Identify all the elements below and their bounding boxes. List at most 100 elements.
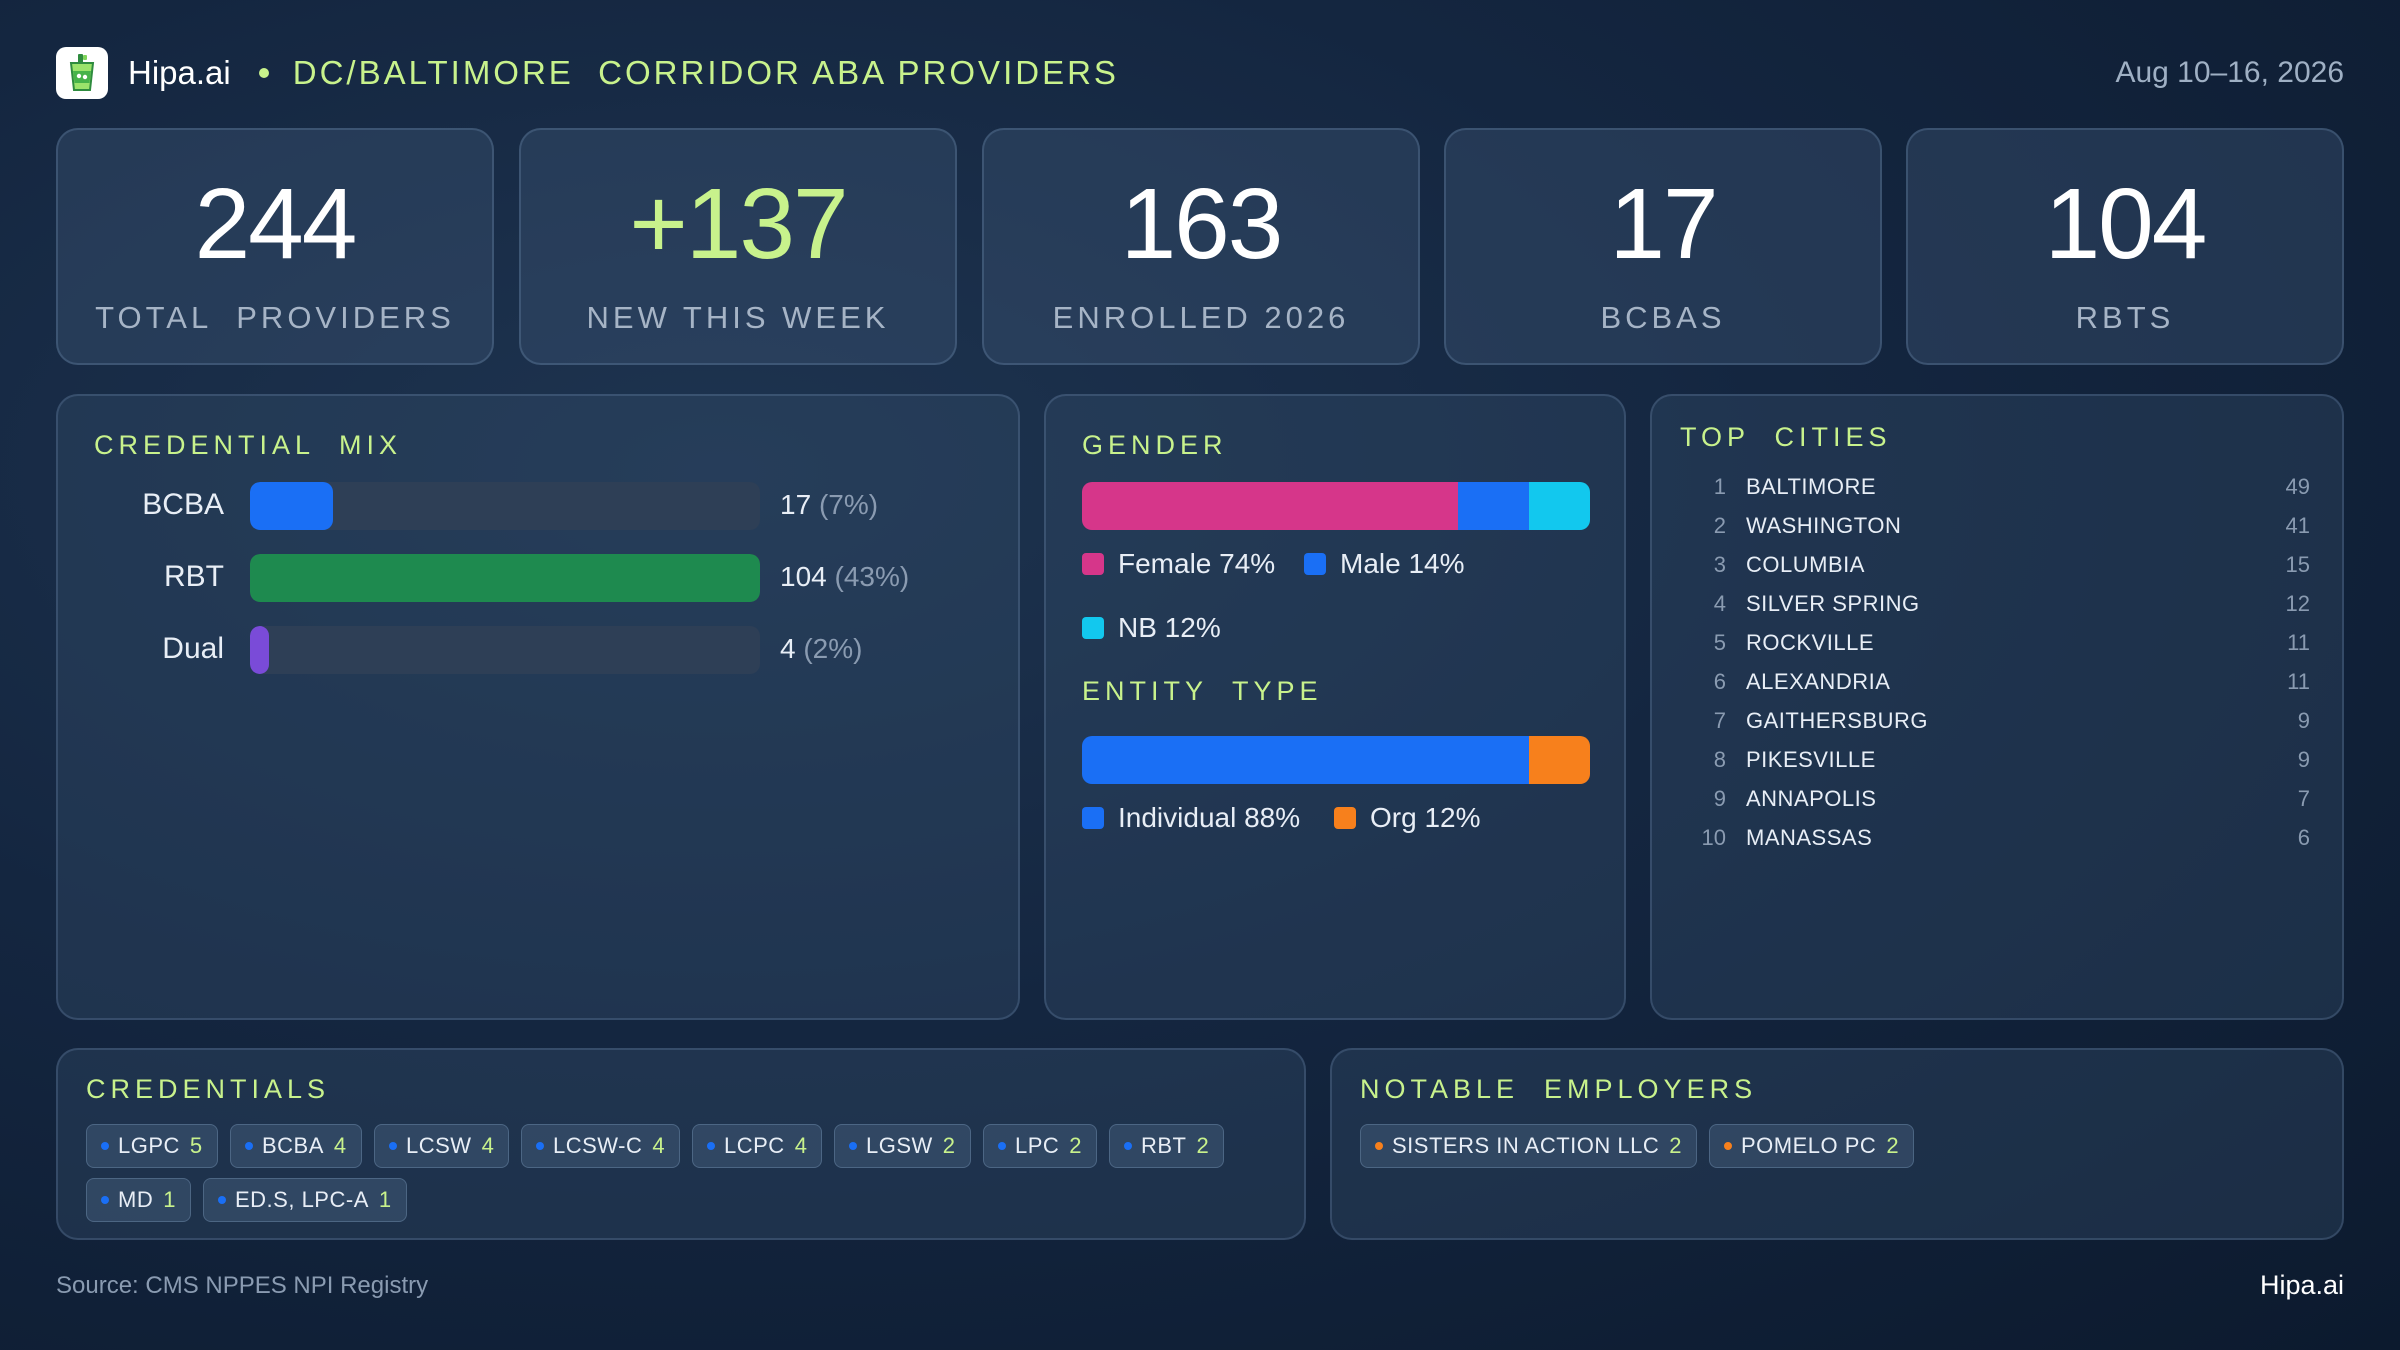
legend-item: Individual 88% (1082, 802, 1300, 834)
stat-label: NEW THIS WEEK (586, 300, 890, 335)
legend-swatch (1334, 807, 1356, 829)
panel-title: CREDENTIAL MIX (94, 430, 403, 460)
city-name: WASHINGTON (1746, 513, 1902, 538)
chip-sisters-in-action-llc[interactable]: SISTERS IN ACTION LLC 2 (1360, 1124, 1697, 1168)
legend-item: Female 74% (1082, 548, 1275, 580)
stat-card-enrolled-2026: 163 ENROLLED 2026 (982, 128, 1420, 365)
bullet-dot (536, 1142, 544, 1150)
city-count: 9 (2297, 747, 2310, 772)
bar-track (250, 554, 760, 602)
city-rank: 3 (1713, 552, 1726, 577)
bar-fill-dual (250, 626, 270, 674)
chip-count: 4 (794, 1133, 808, 1158)
bullet-dot (101, 1142, 109, 1150)
city-name: ROCKVILLE (1746, 630, 1874, 655)
bullet-dot (101, 1196, 109, 1204)
city-rank: 8 (1713, 747, 1726, 772)
cup-icon (69, 54, 95, 91)
chip-rbt[interactable]: RBT 2 (1109, 1124, 1225, 1168)
list-item: 2 WASHINGTON 41 (1680, 513, 2310, 545)
chip-lcpc[interactable]: LCPC 4 (692, 1124, 823, 1168)
panel-title-entity-type: ENTITY TYPE (1082, 676, 1323, 706)
city-count: 11 (2287, 669, 2310, 694)
gender-segment-2 (1529, 482, 1590, 530)
bar-track (250, 482, 760, 530)
bar-fill-rbt (250, 554, 760, 602)
bar-label: RBT (164, 560, 224, 593)
stat-label: RBTS (2075, 300, 2175, 335)
chip-lcsw[interactable]: LCSW 4 (374, 1124, 510, 1168)
legend-label: Male 14% (1340, 548, 1465, 579)
chip-label: LPC (1015, 1133, 1060, 1158)
bar-value: 17 (7%) (780, 489, 878, 521)
brand-logo[interactable] (56, 47, 108, 99)
legend-swatch (1082, 617, 1104, 639)
legend-label: Individual 88% (1118, 802, 1301, 833)
chip-label: LCSW-C (553, 1133, 643, 1158)
city-rank: 2 (1713, 513, 1726, 538)
chip-pomelo-pc[interactable]: POMELO PC 2 (1709, 1124, 1915, 1168)
bar-percent: (2%) (803, 633, 863, 664)
city-rank: 4 (1713, 591, 1726, 616)
chip-count: 4 (481, 1133, 495, 1158)
chip-label: LCSW (406, 1133, 472, 1158)
chip-count: 5 (189, 1133, 203, 1158)
chip-count: 4 (333, 1133, 347, 1158)
city-count: 6 (2297, 825, 2310, 850)
entity-type-stacked-bar (1082, 736, 1590, 784)
city-name: SILVER SPRING (1746, 591, 1920, 616)
chip-label: ED.S, LPC-A (235, 1187, 369, 1212)
city-name: BALTIMORE (1746, 474, 1877, 499)
stat-value: 163 (1120, 168, 1284, 280)
list-item: 5 ROCKVILLE 11 (1680, 630, 2310, 662)
entity_type-segment-1 (1529, 736, 1590, 784)
bar-percent: (43%) (834, 561, 910, 592)
chip-count: 2 (1069, 1133, 1083, 1158)
legend-label: Female 74% (1118, 548, 1276, 579)
chip-count: 2 (1669, 1133, 1682, 1158)
bullet-dot (218, 1196, 226, 1204)
city-count: 9 (2297, 708, 2310, 733)
stat-value: 244 (194, 168, 358, 280)
credential-mix-row-bcba: BCBA 17 (7%) (94, 482, 994, 530)
chip-md[interactable]: MD 1 (86, 1178, 191, 1222)
bullet-dot (707, 1142, 715, 1150)
legend-swatch (1304, 553, 1326, 575)
stat-value: +137 (629, 168, 848, 280)
chip-count: 1 (378, 1187, 392, 1212)
legend-item: NB 12% (1082, 612, 1221, 644)
date-range: Aug 10–16, 2026 (2115, 56, 2344, 89)
legend-swatch (1082, 553, 1104, 575)
city-rank: 1 (1713, 474, 1726, 499)
footer-brand[interactable]: Hipa.ai (2259, 1270, 2344, 1300)
chip-lgsw[interactable]: LGSW 2 (834, 1124, 971, 1168)
page-title: DC/BALTIMORE CORRIDOR ABA PROVIDERS (292, 54, 1119, 91)
bullet-dot (389, 1142, 397, 1150)
gender-stacked-bar (1082, 482, 1590, 530)
legend-item: Male 14% (1304, 548, 1465, 580)
chip-lpc[interactable]: LPC 2 (983, 1124, 1098, 1168)
city-count: 12 (2285, 591, 2310, 616)
top-cities-list: 1 BALTIMORE 49 2 WASHINGTON 41 3 COLUMBIA 15 4 SIL… (1680, 474, 2310, 874)
top-cities-panel: TOP CITIES 1 BALTIMORE 49 2 WASHINGTON 41 3 COL… (1650, 394, 2344, 1020)
chip-label: LCPC (724, 1133, 785, 1158)
chip-ed-s-lpc-a[interactable]: ED.S, LPC-A 1 (203, 1178, 407, 1222)
city-name: ALEXANDRIA (1746, 669, 1891, 694)
chip-lcsw-c[interactable]: LCSW-C 4 (521, 1124, 681, 1168)
list-item: 10 MANASSAS 6 (1680, 825, 2310, 857)
city-count: 15 (2285, 552, 2310, 577)
chip-lgpc[interactable]: LGPC 5 (86, 1124, 218, 1168)
stat-label: ENROLLED 2026 (1052, 300, 1350, 335)
city-name: COLUMBIA (1746, 552, 1865, 577)
city-rank: 6 (1713, 669, 1726, 694)
chip-bcba[interactable]: BCBA 4 (230, 1124, 362, 1168)
city-count: 49 (2285, 474, 2310, 499)
gender-entity-panel: GENDER Female 74% Male 14% NB 12% ENTITY T… (1044, 394, 1626, 1020)
bar-track (250, 626, 760, 674)
chip-label: LGPC (118, 1133, 180, 1158)
bar-label: BCBA (142, 488, 224, 521)
panel-title-gender: GENDER (1082, 430, 1228, 460)
chip-label: LGSW (866, 1133, 933, 1158)
list-item: 1 BALTIMORE 49 (1680, 474, 2310, 506)
bar-label: Dual (162, 632, 224, 665)
